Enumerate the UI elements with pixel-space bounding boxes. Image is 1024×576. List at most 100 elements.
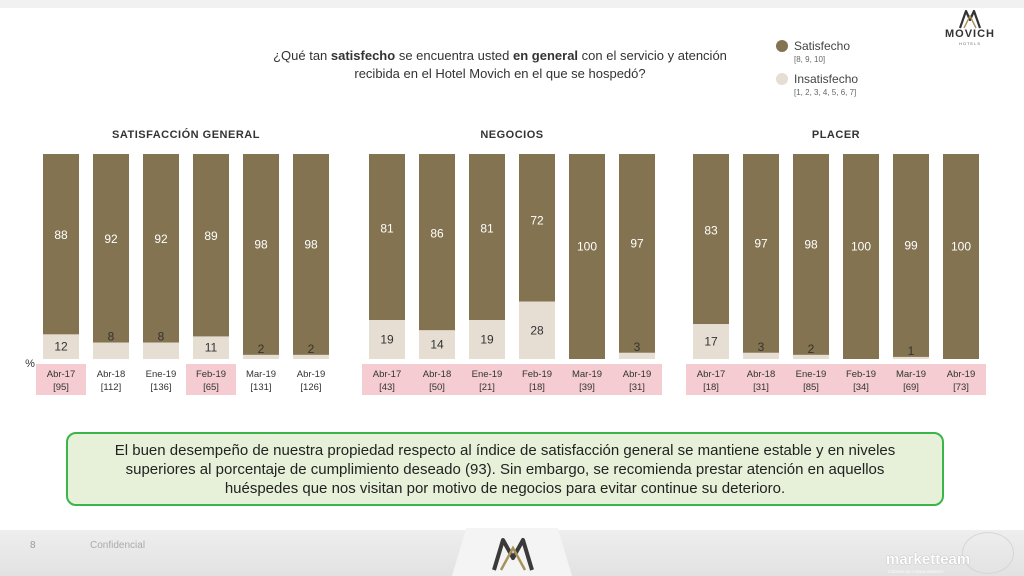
- category-label: Mar-19: [896, 369, 926, 380]
- bar-satisfied: [619, 154, 655, 353]
- logo-name: MOVICH: [945, 28, 995, 40]
- bar-satisfied: [469, 154, 505, 321]
- bar-satisfied: [569, 154, 605, 359]
- data-label-satisfied: 97: [754, 236, 768, 250]
- base-label: [131]: [250, 382, 271, 393]
- confidential-tag: Confidencial: [90, 540, 146, 551]
- bar-unsatisfied: [369, 320, 405, 359]
- category-label: Abr-18: [97, 369, 126, 380]
- marketteam-tagline: CÓDIGO DE CONOCIMIENTO: [888, 569, 944, 574]
- category-highlight: [886, 364, 936, 395]
- category-label: Abr-18: [747, 369, 776, 380]
- category-highlight: [412, 364, 462, 395]
- category-label: Feb-19: [846, 369, 876, 380]
- chart-unit-label: %: [25, 358, 35, 370]
- movich-emblem-icon: [492, 538, 534, 571]
- category-label: Mar-19: [572, 369, 602, 380]
- category-highlight: [686, 364, 736, 395]
- data-label-unsatisfied: 12: [54, 340, 68, 354]
- data-label-satisfied: 100: [851, 239, 871, 253]
- base-label: [95]: [53, 382, 69, 393]
- category-label: Abr-19: [297, 369, 326, 380]
- page-number: 8: [30, 540, 36, 551]
- data-label-unsatisfied: 14: [430, 338, 444, 352]
- rosette-icon: [962, 532, 1014, 574]
- legend-unsatisfied-range: [1, 2, 3, 4, 5, 6, 7]: [794, 88, 857, 97]
- bar-unsatisfied: [619, 352, 655, 359]
- legend-satisfied-range: [8, 9, 10]: [794, 55, 826, 64]
- data-label-unsatisfied: 17: [704, 335, 718, 349]
- bar-satisfied: [693, 154, 729, 325]
- base-label: [112]: [101, 382, 121, 393]
- base-label: [39]: [579, 382, 595, 393]
- logo-sub: HOTELS: [958, 41, 981, 46]
- legend-unsatisfied-swatch: [776, 73, 788, 85]
- chart-title: NEGOCIOS: [480, 129, 543, 141]
- bar-satisfied: [419, 154, 455, 331]
- bar-satisfied: [93, 154, 129, 343]
- summary-text: El buen desempeño de nuestra propiedad r…: [114, 441, 896, 497]
- data-label-satisfied: 89: [204, 229, 218, 243]
- data-label-unsatisfied: 1: [908, 344, 915, 358]
- data-label-unsatisfied: 19: [480, 333, 494, 347]
- category-highlight: [836, 364, 886, 395]
- legend-satisfied-swatch: [776, 40, 788, 52]
- category-highlight: [36, 364, 86, 395]
- category-label: Abr-19: [947, 369, 976, 380]
- base-label: [69]: [903, 382, 919, 393]
- data-label-satisfied: 98: [254, 237, 268, 251]
- bar-unsatisfied: [93, 342, 129, 359]
- bar-unsatisfied: [469, 320, 505, 359]
- bar-satisfied: [243, 154, 279, 355]
- data-label-unsatisfied: 19: [380, 333, 394, 347]
- data-label-unsatisfied: 2: [808, 342, 815, 356]
- category-highlight: [786, 364, 836, 395]
- bar-satisfied: [143, 154, 179, 343]
- category-highlight: [362, 364, 412, 395]
- bar-unsatisfied: [293, 354, 329, 359]
- bar-satisfied: [293, 154, 329, 355]
- bar-satisfied: [43, 154, 79, 335]
- base-label: [65]: [203, 382, 219, 393]
- bar-satisfied: [743, 154, 779, 353]
- base-label: [50]: [429, 382, 445, 393]
- data-label-satisfied: 72: [530, 213, 544, 227]
- bar-unsatisfied: [793, 354, 829, 359]
- data-label-satisfied: 92: [104, 232, 118, 246]
- category-label: Abr-18: [423, 369, 452, 380]
- data-label-satisfied: 100: [951, 239, 971, 253]
- category-highlight: [462, 364, 512, 395]
- bar-satisfied: [519, 154, 555, 302]
- base-label: [31]: [753, 382, 769, 393]
- data-label-unsatisfied: 3: [634, 340, 641, 354]
- data-label-satisfied: 99: [904, 238, 918, 252]
- bar-unsatisfied: [193, 336, 229, 359]
- data-label-satisfied: 81: [380, 222, 394, 236]
- data-label-unsatisfied: 2: [258, 342, 265, 356]
- data-label-unsatisfied: 3: [758, 340, 765, 354]
- category-highlight: [512, 364, 562, 395]
- base-label: [18]: [529, 382, 545, 393]
- bar-unsatisfied: [693, 324, 729, 359]
- movich-logo: MOVICH HOTELS: [940, 8, 1000, 48]
- base-label: [73]: [953, 382, 969, 393]
- data-label-satisfied: 100: [577, 239, 597, 253]
- data-label-satisfied: 98: [804, 237, 818, 251]
- data-label-unsatisfied: 11: [205, 341, 218, 355]
- base-label: [34]: [853, 382, 869, 393]
- base-label: [85]: [803, 382, 819, 393]
- category-highlight: [736, 364, 786, 395]
- category-label: Feb-19: [522, 369, 552, 380]
- data-label-satisfied: 83: [704, 224, 718, 238]
- data-label-satisfied: 92: [154, 232, 168, 246]
- data-label-unsatisfied: 2: [308, 342, 315, 356]
- data-label-satisfied: 88: [54, 228, 68, 242]
- category-label: Abr-19: [623, 369, 652, 380]
- bar-unsatisfied: [419, 330, 455, 359]
- category-highlight: [562, 364, 612, 395]
- bar-satisfied: [793, 154, 829, 355]
- bar-satisfied: [369, 154, 405, 321]
- data-label-satisfied: 98: [304, 237, 318, 251]
- bar-unsatisfied: [43, 334, 79, 359]
